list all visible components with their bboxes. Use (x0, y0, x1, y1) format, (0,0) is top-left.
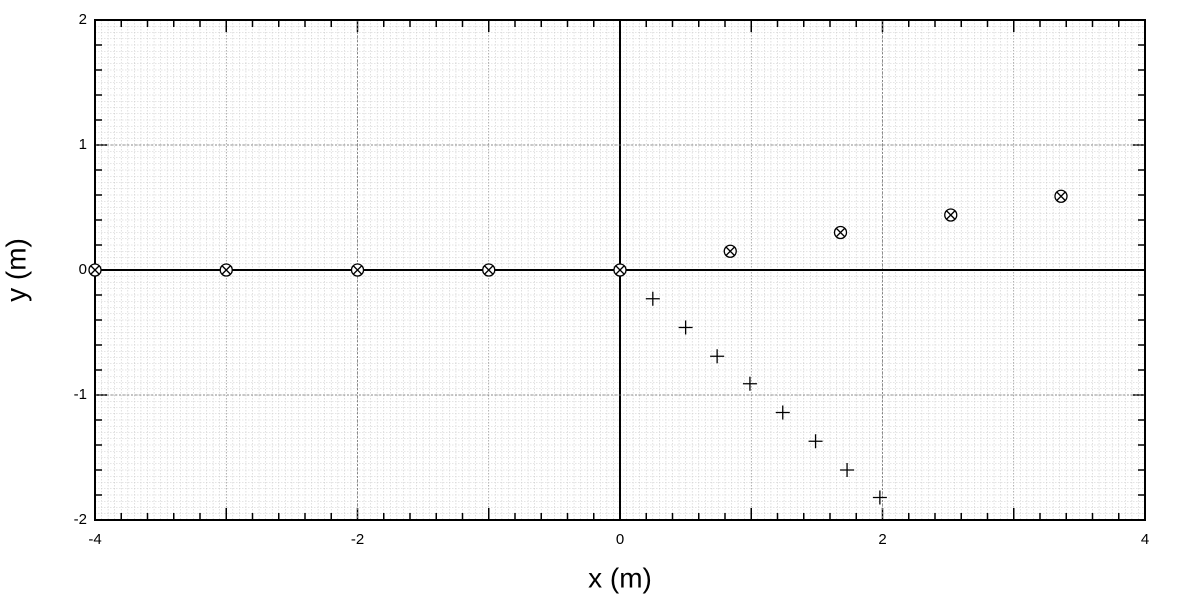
y-axis-label: y (m) (0, 238, 31, 302)
point (808, 434, 823, 449)
point (1054, 189, 1068, 203)
point (710, 349, 725, 364)
y-tick-label: -1 (74, 386, 87, 403)
y-tick-label: 0 (79, 261, 87, 278)
point (840, 463, 855, 477)
point (350, 263, 365, 277)
x-tick-label: 0 (616, 531, 624, 548)
x-tick-label: -2 (351, 531, 364, 548)
x-tick-label: 2 (878, 531, 886, 548)
point (645, 291, 660, 306)
point (723, 244, 737, 258)
point (833, 225, 848, 240)
point (482, 263, 496, 277)
y-tick-label: -2 (74, 511, 87, 528)
point (872, 490, 887, 505)
point (742, 376, 757, 391)
point (88, 263, 102, 277)
y-tick-label: 2 (79, 11, 87, 28)
point (613, 263, 627, 277)
y-tick-label: 1 (79, 136, 87, 153)
point (775, 405, 790, 420)
x-tick-label: -4 (88, 531, 101, 548)
x-tick-label: 4 (1141, 531, 1149, 548)
point (678, 320, 693, 335)
point (219, 263, 233, 277)
point (944, 208, 958, 222)
x-axis-label: x (m) (588, 562, 652, 593)
